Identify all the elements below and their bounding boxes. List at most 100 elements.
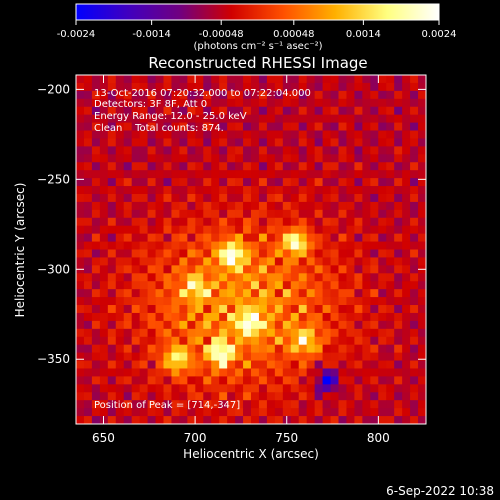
heatmap-cell (91, 305, 101, 314)
heatmap-cell (179, 400, 188, 409)
heatmap-cell (290, 328, 300, 338)
heatmap-cell (211, 360, 220, 369)
heatmap-cell (330, 106, 339, 116)
heatmap-cell (187, 217, 196, 227)
heatmap-cell (115, 289, 125, 298)
heatmap-cell (227, 273, 236, 282)
heatmap-cell (171, 305, 180, 314)
heatmap-cell (123, 138, 133, 147)
heatmap-cell (171, 138, 180, 147)
heatmap-cell (235, 162, 244, 171)
heatmap-cell (139, 201, 148, 211)
heatmap-cell (179, 352, 188, 361)
heatmap-cell (123, 289, 133, 298)
heatmap-cell (370, 178, 379, 187)
heatmap-cell (394, 90, 403, 100)
heatmap-cell (235, 249, 244, 258)
heatmap-cell (147, 297, 156, 306)
heatmap-cell (195, 170, 204, 179)
heatmap-cell (195, 320, 204, 330)
heatmap-cell (306, 297, 316, 306)
heatmap-cell (163, 384, 172, 393)
heatmap-cell (338, 297, 347, 306)
heatmap-cell (378, 281, 387, 290)
heatmap-cell (282, 265, 292, 274)
heatmap-cell (306, 154, 316, 163)
heatmap-cell (187, 305, 196, 314)
heatmap-cell (211, 241, 220, 250)
heatmap-cell (243, 170, 252, 179)
heatmap-cell (155, 265, 164, 274)
heatmap-cell (139, 408, 148, 417)
heatmap-cell (266, 209, 276, 219)
heatmap-cell (123, 193, 133, 203)
heatmap-cell (123, 273, 133, 282)
heatmap-cell (258, 186, 268, 195)
heatmap-cell (147, 265, 156, 274)
heatmap-cell (99, 146, 109, 155)
heatmap-cell (274, 75, 284, 84)
heatmap-cell (227, 225, 236, 235)
heatmap-cell (131, 305, 141, 314)
heatmap-cell (235, 265, 244, 274)
heatmap-cell (171, 193, 180, 203)
heatmap-cell (131, 106, 141, 116)
heatmap-cell (91, 408, 101, 417)
heatmap-cell (282, 320, 292, 330)
heatmap-cell (306, 241, 316, 250)
heatmap-cell (306, 217, 316, 227)
heatmap-cell (76, 217, 85, 227)
heatmap-cell (155, 201, 164, 211)
heatmap-cell (203, 162, 212, 171)
heatmap-cell (362, 336, 371, 346)
heatmap-cell (330, 146, 339, 155)
heatmap-cell (243, 416, 252, 425)
heatmap-cell (402, 98, 411, 108)
heatmap-cell (258, 170, 268, 179)
heatmap-cell (83, 297, 93, 306)
heatmap-cell (338, 273, 347, 282)
heatmap-cell (354, 273, 363, 282)
heatmap-cell (211, 281, 220, 290)
heatmap-cell (83, 273, 93, 282)
heatmap-cell (354, 297, 363, 306)
heatmap-cell (258, 344, 268, 354)
heatmap-cell (219, 408, 228, 417)
heatmap-cell (83, 257, 93, 266)
heatmap-cell (274, 122, 284, 131)
heatmap-cell (378, 82, 387, 92)
heatmap-cell (91, 249, 101, 258)
heatmap-cell (338, 225, 347, 235)
heatmap-cell (370, 257, 379, 266)
heatmap-cell (76, 162, 85, 171)
heatmap-cell (195, 257, 204, 266)
heatmap-cell (362, 265, 371, 274)
heatmap-cell (83, 408, 93, 417)
heatmap-cell (282, 336, 292, 346)
heatmap-cell (107, 392, 117, 401)
heatmap-cell (163, 305, 172, 314)
heatmap-cell (258, 281, 268, 290)
heatmap-cell (219, 233, 228, 242)
heatmap-cell (330, 273, 339, 282)
heatmap-cell (330, 289, 339, 298)
heatmap-cell (306, 312, 316, 322)
heatmap-cell (402, 249, 411, 258)
heatmap-cell (227, 82, 236, 92)
heatmap-cell (362, 170, 371, 179)
heatmap-cell (83, 384, 93, 393)
heatmap-cell (211, 233, 220, 242)
heatmap-cell (282, 352, 292, 361)
heatmap-cell (163, 312, 172, 322)
heatmap-cell (274, 265, 284, 274)
heatmap-cell (147, 114, 156, 123)
heatmap-cell (243, 305, 252, 314)
heatmap-cell (290, 106, 300, 116)
info-annotation: 13-Oct-2016 07:20:32.000 to 07:22:04.000… (94, 88, 311, 411)
heatmap-cell (179, 376, 188, 385)
heatmap-cell (163, 360, 172, 369)
heatmap-cell (362, 201, 371, 211)
heatmap-cell (147, 257, 156, 266)
heatmap-cell (243, 82, 252, 92)
heatmap-cell (123, 241, 133, 250)
